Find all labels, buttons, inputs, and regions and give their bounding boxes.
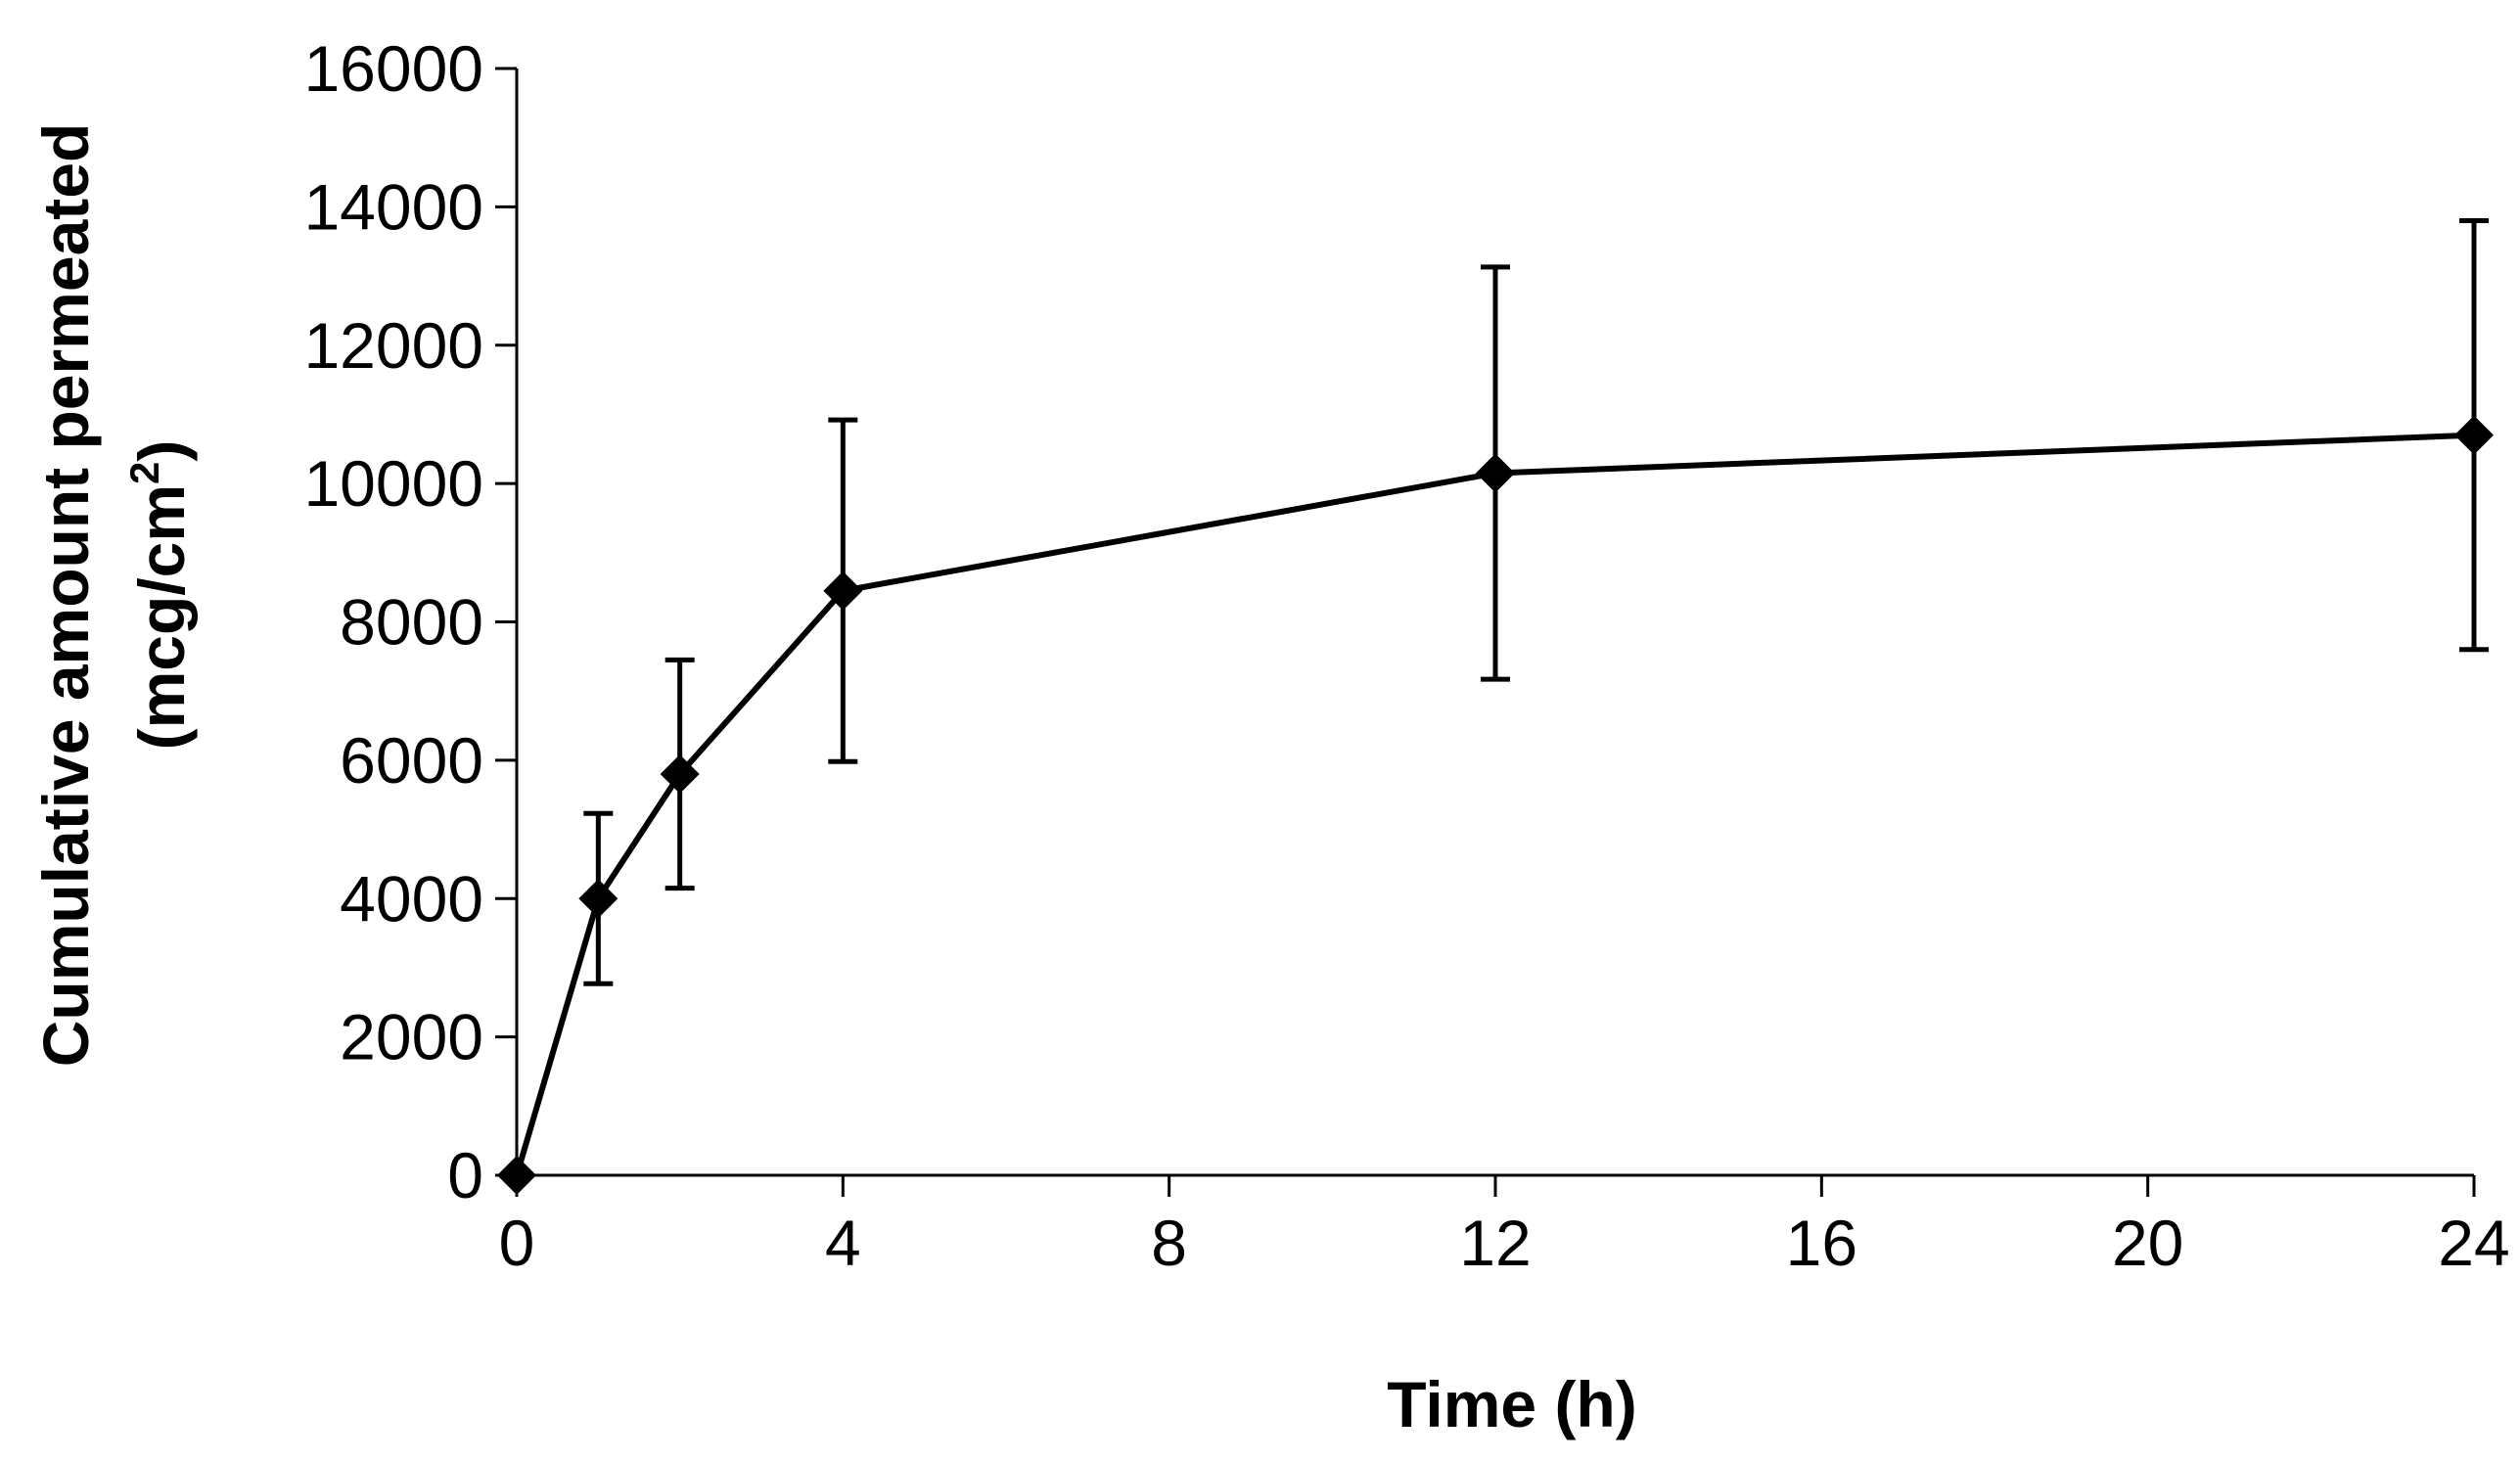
y-tick-label: 0 xyxy=(447,1139,483,1211)
y-axis-unit-superscript: 2 xyxy=(121,462,167,484)
x-tick-label: 24 xyxy=(2438,1207,2509,1279)
x-tick-label: 20 xyxy=(2112,1207,2183,1279)
data-markers xyxy=(497,415,2494,1195)
data-point-marker xyxy=(578,879,619,919)
y-tick-label: 8000 xyxy=(340,586,483,659)
data-point-marker xyxy=(1476,453,1515,493)
x-tick-label: 8 xyxy=(1151,1207,1187,1279)
x-tick-label: 0 xyxy=(499,1207,535,1279)
x-tick-label: 16 xyxy=(1786,1207,1857,1279)
x-tick-label: 12 xyxy=(1459,1207,1531,1279)
error-bars xyxy=(583,218,2489,986)
y-tick-label: 10000 xyxy=(303,447,483,520)
y-axis-title-group-2: (mcg/cm2) xyxy=(121,440,198,751)
y-tick-label: 2000 xyxy=(340,1001,483,1073)
y-tick-label: 4000 xyxy=(340,862,483,935)
y-axis-unit-prefix: (mcg/cm xyxy=(125,484,198,750)
data-point-marker xyxy=(823,571,863,611)
data-point-marker xyxy=(2454,415,2494,455)
data-point-marker xyxy=(660,754,700,795)
x-tick-label: 4 xyxy=(825,1207,861,1279)
ticks: 0 2000 4000 6000 8000 10000 12000 14000 16000 0 4 8… xyxy=(303,32,2509,1279)
y-axis-title-line2: (mcg/cm2) xyxy=(121,440,198,751)
y-tick-label: 14000 xyxy=(303,170,483,243)
series-line xyxy=(514,432,2475,1176)
y-axis-title-group: Cumulative amount permeated xyxy=(29,123,102,1068)
y-axis-unit-suffix: ) xyxy=(125,440,198,462)
y-tick-label: 12000 xyxy=(303,309,483,382)
series-line-layer xyxy=(514,432,2475,1176)
y-tick-label: 6000 xyxy=(340,724,483,797)
y-tick-label: 16000 xyxy=(303,32,483,105)
x-axis-title: Time (h) xyxy=(1387,1368,1636,1440)
data-point-marker xyxy=(497,1156,536,1195)
y-axis-title-line1: Cumulative amount permeated xyxy=(29,123,102,1068)
